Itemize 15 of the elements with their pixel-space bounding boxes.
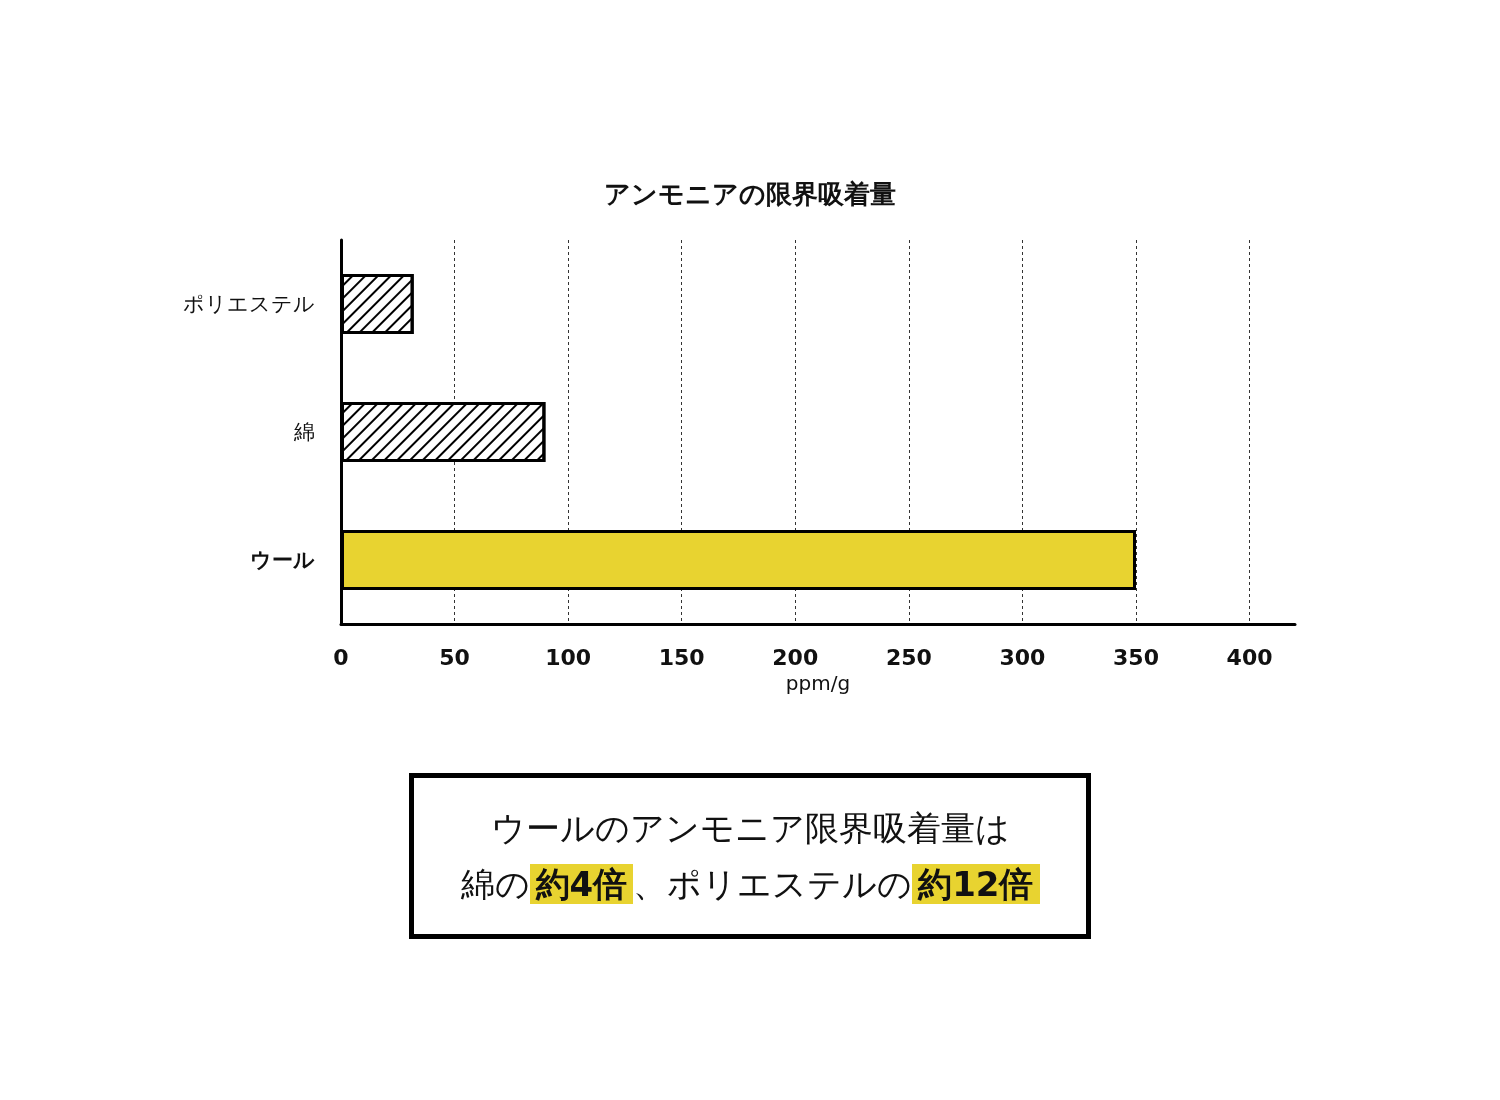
x-tick-label: 200 [772, 644, 819, 670]
x-tick-label: 100 [545, 644, 592, 670]
summary-box: ウールのアンモニア限界吸着量は 綿の 約4倍 、ポリエステルの 約12倍 [409, 773, 1091, 939]
x-tick-label: 250 [885, 644, 932, 670]
x-tick-label: 400 [1226, 644, 1273, 670]
y-tick-label: ウール [250, 548, 315, 572]
x-tick-label: 150 [658, 644, 705, 670]
x-axis-title: ppm/g [785, 670, 851, 695]
y-tick-label: ポリエステル [183, 292, 315, 316]
chart-title: アンモニアの限界吸着量 [604, 179, 896, 209]
x-tick-label: 50 [439, 644, 470, 670]
x-tick-label: 0 [333, 644, 349, 670]
x-tick-label: 350 [1113, 644, 1159, 670]
x-tick-label: 300 [999, 644, 1046, 670]
y-tick-label: 綿 [293, 420, 315, 444]
